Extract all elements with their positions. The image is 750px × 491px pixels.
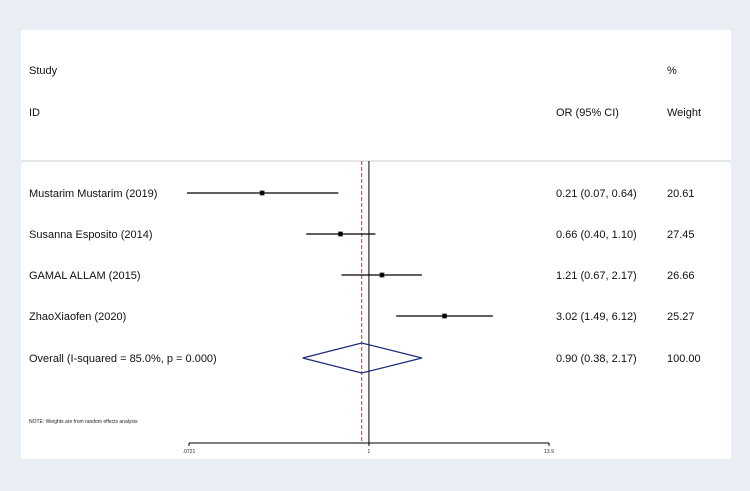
study-label: GAMAL ALLAM (2015) xyxy=(29,270,140,282)
study-label: Mustarim Mustarim (2019) xyxy=(29,188,157,200)
overall-diamond xyxy=(302,342,423,374)
header-effect-label: OR (95% CI) xyxy=(556,107,619,119)
forest-plot-svg: Study ID OR (95% CI) % Weight NOTE: Weig… xyxy=(21,65,731,455)
study-weight-text: 25.27 xyxy=(667,311,695,323)
x-tick-label: .0721 xyxy=(183,449,196,455)
study-weight-text: 20.61 xyxy=(667,188,695,200)
header-weight-label: Weight xyxy=(667,107,701,119)
header-id-label: ID xyxy=(29,107,40,119)
study-point xyxy=(259,190,265,196)
x-tick-label: 13.9 xyxy=(544,449,554,455)
header-study-label: Study xyxy=(29,65,58,77)
study-or-text: 0.21 (0.07, 0.64) xyxy=(556,188,637,200)
x-tick-label: 1 xyxy=(368,449,371,455)
study-label: Susanna Esposito (2014) xyxy=(29,229,153,241)
header-weight-symbol: % xyxy=(667,65,677,77)
study-point xyxy=(379,272,385,278)
study-weight-text: 26.66 xyxy=(667,270,695,282)
overall-label: Overall (I-squared = 85.0%, p = 0.000) xyxy=(29,353,217,365)
study-label: ZhaoXiaofen (2020) xyxy=(29,311,126,323)
weights-note: NOTE: Weights are from random effects an… xyxy=(29,419,138,425)
study-or-text: 3.02 (1.49, 6.12) xyxy=(556,311,637,323)
study-or-text: 0.66 (0.40, 1.10) xyxy=(556,229,637,241)
study-or-text: 1.21 (0.67, 2.17) xyxy=(556,270,637,282)
study-weight-text: 27.45 xyxy=(667,229,695,241)
forest-plot: Study ID OR (95% CI) % Weight NOTE: Weig… xyxy=(21,30,731,459)
overall-weight-text: 100.00 xyxy=(667,353,701,365)
study-point xyxy=(442,313,447,319)
study-point xyxy=(338,231,343,237)
overall-or-text: 0.90 (0.38, 2.17) xyxy=(556,353,637,365)
